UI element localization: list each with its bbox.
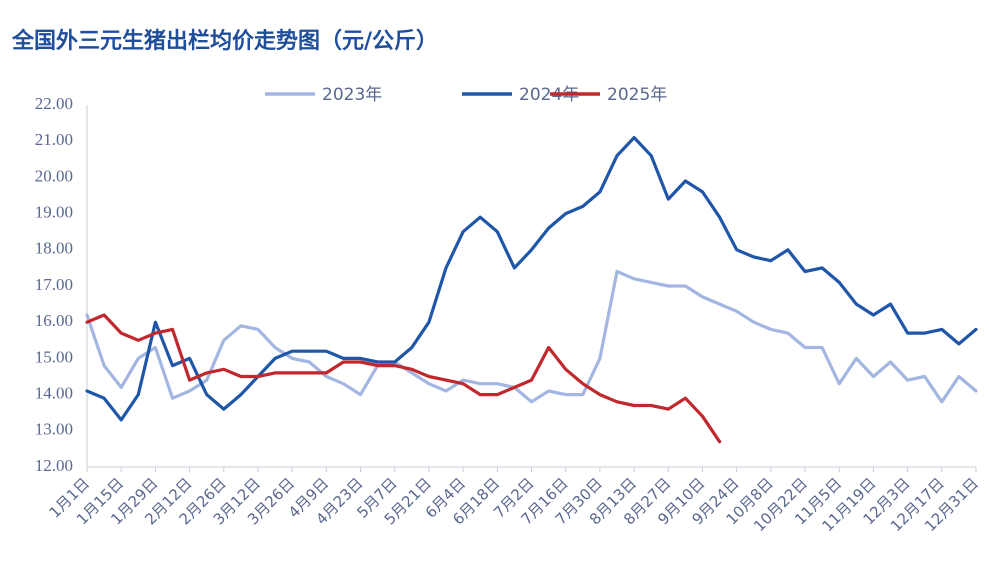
y-tick-label: 20.00 — [35, 166, 73, 185]
y-tick-label: 22.00 — [35, 94, 73, 113]
series-line — [85, 136, 978, 422]
y-tick-label: 12.00 — [35, 456, 73, 475]
series-line — [85, 269, 978, 404]
y-tick-label: 13.00 — [35, 420, 73, 439]
legend-label: 2023年 — [322, 85, 382, 105]
y-tick-label: 19.00 — [35, 203, 73, 222]
chart-title: 全国外三元生猪出栏均价走势图（元/公斤） — [11, 28, 438, 54]
series-line — [85, 313, 722, 444]
y-tick-label: 16.00 — [35, 311, 73, 330]
legend-label: 2025年 — [607, 85, 667, 105]
y-tick-label: 14.00 — [35, 384, 73, 403]
y-tick-label: 21.00 — [35, 130, 73, 149]
y-tick-label: 15.00 — [35, 347, 73, 366]
y-tick-label: 18.00 — [35, 239, 73, 258]
legend-label: 2024年 — [519, 85, 579, 105]
y-tick-label: 17.00 — [35, 275, 73, 294]
